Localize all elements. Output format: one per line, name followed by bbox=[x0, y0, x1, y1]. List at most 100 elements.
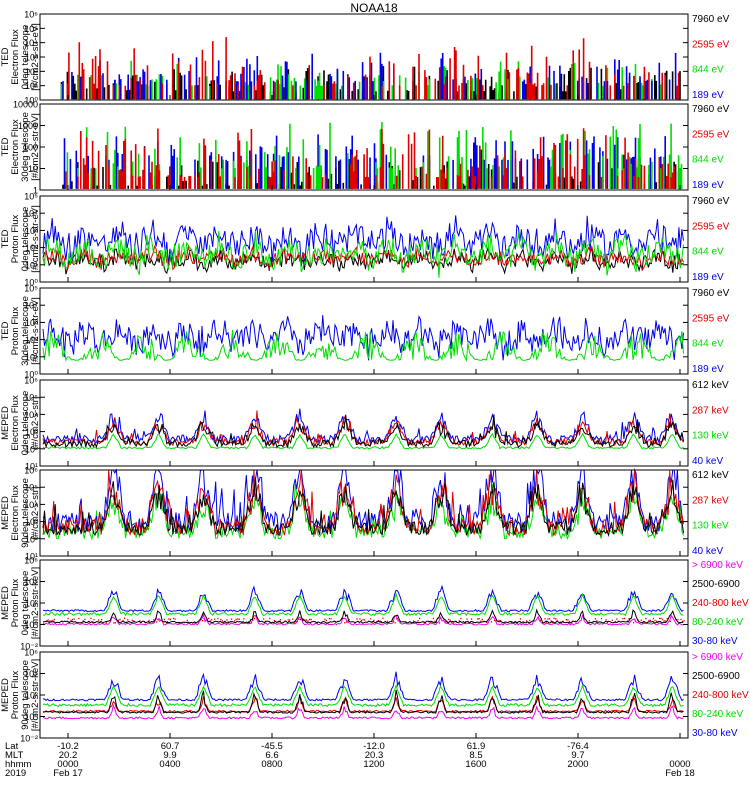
y-axis-label: TED Proton Flux 30deg telescope [#/cm2-s-st… bbox=[0, 296, 41, 366]
x-tick-label: 9.7 bbox=[571, 750, 584, 761]
y-tick-label: 10² bbox=[25, 67, 38, 77]
legend-entry: 80-240 keV bbox=[692, 617, 743, 628]
series-3 bbox=[42, 410, 684, 448]
y-tick-label: 10⁶ bbox=[24, 376, 38, 386]
x-tick-label: 20.2 bbox=[59, 750, 78, 761]
y-tick-label: 10⁰ bbox=[24, 96, 38, 106]
y-label-line: TED bbox=[0, 47, 11, 66]
legend-entry: 30-80 keV bbox=[692, 728, 738, 739]
y-tick-label: 10⁰ bbox=[24, 278, 38, 288]
x-tick-label: 0000 bbox=[669, 759, 690, 770]
y-tick-label: 10² bbox=[25, 534, 38, 544]
series-line bbox=[42, 468, 684, 533]
legend-entry: 240-800 keV bbox=[692, 690, 749, 701]
y-label-line: [#/cm2-s-str] bbox=[30, 487, 41, 540]
series-4 bbox=[42, 477, 684, 538]
y-label-line: 0deg telescope bbox=[20, 571, 31, 635]
y-label-line: Electron Flux bbox=[10, 29, 21, 85]
series-line bbox=[42, 671, 684, 702]
panel-3: 10⁰ 10¹ 10² 10³ 10⁴ 10⁵ TED Proton Flux 0deg tel… bbox=[0, 192, 730, 288]
x-tick-label: 9.9 bbox=[163, 750, 176, 761]
series-line bbox=[42, 432, 684, 450]
series-4 bbox=[42, 414, 684, 449]
x-tick-label: 0400 bbox=[159, 759, 180, 770]
legend-entry: 612 keV bbox=[692, 470, 729, 481]
legend-entry: 130 keV bbox=[692, 521, 729, 532]
legend-entry: 844 eV bbox=[692, 247, 724, 258]
legend-entry: 2500-6900 bbox=[692, 579, 740, 590]
legend-entry: 240-800 keV bbox=[692, 598, 749, 609]
series-3 bbox=[42, 695, 684, 713]
y-label-line: MEPED bbox=[0, 586, 11, 620]
series-bars bbox=[65, 128, 675, 189]
y-label-line: [#/cm2-s-str-eV] bbox=[30, 205, 41, 273]
legend-entry: 30-80 keV bbox=[692, 636, 738, 647]
y-label-line: 90deg telescope bbox=[20, 478, 31, 548]
y-tick-label: 10⁵ bbox=[24, 192, 38, 202]
x-tick-label: -76.4 bbox=[567, 741, 589, 752]
x-tick-label: 60.7 bbox=[161, 741, 180, 752]
y-tick-label: 10³ bbox=[25, 517, 38, 527]
y-label-line: Electron Flux bbox=[10, 485, 21, 541]
y-tick-label: 10⁶ bbox=[24, 648, 38, 658]
x-tick-label: 6.6 bbox=[265, 750, 278, 761]
y-label-line: MEPED bbox=[0, 496, 11, 530]
y-label-line: [#/cm2-s-str-eV] bbox=[30, 23, 41, 91]
y-tick-label: 10⁰ bbox=[24, 620, 38, 630]
y-tick-label: 10² bbox=[25, 599, 38, 609]
series-4 bbox=[42, 704, 684, 720]
series-2 bbox=[42, 408, 684, 446]
panel-frame bbox=[39, 559, 689, 647]
x-row-label: Lat bbox=[5, 741, 19, 752]
x-tick-label: -12.0 bbox=[363, 741, 385, 752]
x-tick-label: 61.9 bbox=[467, 741, 486, 752]
panel-frame bbox=[39, 379, 689, 467]
x-row-label: MLT bbox=[5, 750, 23, 761]
x-tick-label: -45.5 bbox=[261, 741, 283, 752]
y-axis-label: TED Proton Flux 0deg telescope [#/cm2-s-str… bbox=[0, 205, 41, 273]
series-line bbox=[42, 592, 684, 617]
y-tick-label: 10 bbox=[28, 164, 38, 174]
series-line bbox=[42, 689, 684, 714]
y-tick-label: 10³ bbox=[25, 318, 38, 328]
y-tick-label: 10¹ bbox=[25, 260, 38, 270]
y-label-line: Proton Flux bbox=[10, 306, 21, 355]
series-5 bbox=[42, 689, 684, 714]
y-tick-label: 10⁵ bbox=[24, 483, 38, 493]
series-bars bbox=[62, 52, 677, 100]
y-tick-label: 10⁴ bbox=[24, 500, 38, 510]
y-axis-label: TED Electron Flux 30deg telescope [#/cm2-s-… bbox=[0, 112, 41, 182]
legend-entry: 612 keV bbox=[692, 380, 729, 391]
panel-6: 10¹ 10² 10³ 10⁴ 10⁵ 10⁶ MEPED Electron Flux 90de… bbox=[0, 466, 729, 562]
legend-entry: 287 keV bbox=[692, 405, 729, 416]
y-tick-label: 10² bbox=[25, 335, 38, 345]
y-tick-label: 10³ bbox=[25, 226, 38, 236]
legend-entry: 40 keV bbox=[692, 546, 723, 557]
legend-entry: 2500-6900 bbox=[692, 671, 740, 682]
y-tick-label: 10¹ bbox=[25, 552, 38, 562]
legend-entry: 844 eV bbox=[692, 65, 724, 76]
legend-entry: 7960 eV bbox=[692, 196, 730, 207]
y-tick-label: 10⁰ bbox=[24, 370, 38, 380]
series-line bbox=[42, 608, 684, 624]
y-label-line: TED bbox=[0, 321, 11, 340]
panel-5: 10¹ 10² 10³ 10⁴ 10⁵ 10⁶ MEPED Electron Flux 0deg… bbox=[0, 376, 729, 472]
y-tick-label: 10² bbox=[25, 243, 38, 253]
y-tick-label: 1 bbox=[33, 186, 38, 196]
y-tick-label: 10² bbox=[25, 691, 38, 701]
y-tick-label: 10¹ bbox=[25, 352, 38, 362]
series-2 bbox=[42, 592, 684, 617]
series-4 bbox=[66, 37, 680, 100]
x-tick-label: -10.2 bbox=[57, 741, 79, 752]
y-tick-label: 10⁴ bbox=[24, 410, 38, 420]
legend-entry: 189 eV bbox=[692, 364, 724, 375]
legend-entry: 7960 eV bbox=[692, 104, 730, 115]
series-line bbox=[42, 230, 684, 278]
series-4 bbox=[42, 612, 684, 626]
legend-entry: 2595 eV bbox=[692, 221, 730, 232]
y-tick-label: 10³ bbox=[25, 427, 38, 437]
legend-entry: 80-240 keV bbox=[692, 709, 743, 720]
